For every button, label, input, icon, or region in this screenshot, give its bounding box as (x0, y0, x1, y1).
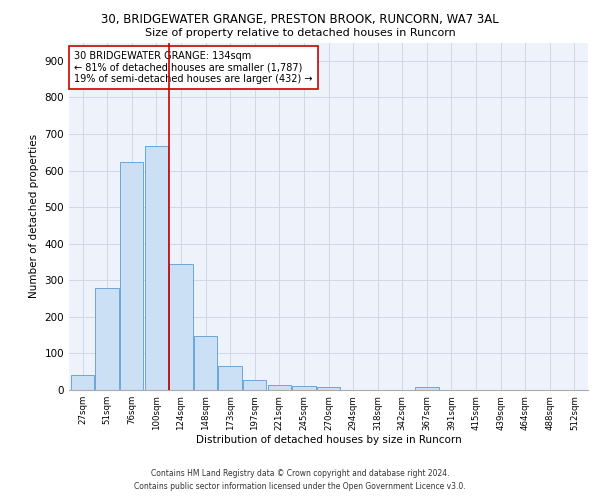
Text: Contains HM Land Registry data © Crown copyright and database right 2024.
Contai: Contains HM Land Registry data © Crown c… (134, 470, 466, 491)
Bar (292, 386, 316, 390)
X-axis label: Distribution of detached houses by size in Runcorn: Distribution of detached houses by size … (196, 436, 461, 446)
Text: Size of property relative to detached houses in Runcorn: Size of property relative to detached ho… (145, 28, 455, 38)
Bar (218, 366, 242, 390)
Bar (243, 380, 266, 390)
Text: 30 BRIDGEWATER GRANGE: 134sqm
← 81% of detached houses are smaller (1,787)
19% o: 30 BRIDGEWATER GRANGE: 134sqm ← 81% of d… (74, 51, 313, 84)
Bar (169, 264, 193, 390)
Bar (194, 336, 217, 390)
Bar (71, 374, 94, 390)
Text: 30, BRIDGEWATER GRANGE, PRESTON BROOK, RUNCORN, WA7 3AL: 30, BRIDGEWATER GRANGE, PRESTON BROOK, R… (101, 12, 499, 26)
Bar (95, 288, 119, 390)
Bar (415, 388, 439, 390)
Y-axis label: Number of detached properties: Number of detached properties (29, 134, 39, 298)
Bar (317, 387, 340, 390)
Bar (120, 162, 143, 390)
Bar (268, 385, 291, 390)
Bar (145, 146, 168, 390)
